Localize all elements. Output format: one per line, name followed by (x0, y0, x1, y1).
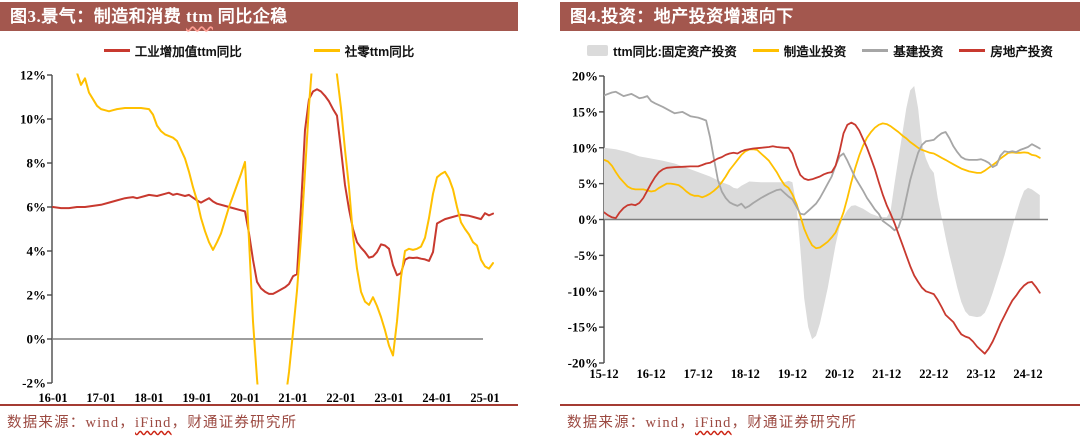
y-tick-label: 8% (27, 156, 47, 171)
chart3-legend: 工业增加值ttm同比 社零ttm同比 (0, 39, 518, 61)
line-series-group (52, 73, 494, 385)
y-tick-label: 20% (572, 69, 598, 84)
chart4-source-line: 数据来源：wind，iFind，财通证券研究所 (567, 412, 1080, 434)
chart4-legend: ttm同比:固定资产投资 制造业投资 基建投资 房地产投资 (560, 39, 1080, 61)
y-tick-label: -5% (574, 248, 598, 263)
divider-rule (560, 404, 1080, 406)
chart3-source-line: 数据来源：wind，iFind，财通证券研究所 (7, 412, 518, 434)
source-text-tail: ，财通证券研究所 (171, 415, 298, 431)
legend-label: 基建投资 (893, 44, 944, 59)
y-tick-label: 0% (579, 212, 599, 227)
x-tick-label: 19-12 (778, 367, 807, 381)
y-tick-label: 10% (572, 140, 598, 155)
chart3-title-spellcheck-word: ttm (186, 7, 213, 26)
x-tick-label: 18-01 (134, 391, 163, 405)
infrastructure-investment-swatch (862, 48, 889, 52)
legend-item-real-estate-investment: 房地产投资 (959, 41, 1053, 60)
real-estate-investment (604, 121, 1041, 355)
x-tick-label: 21-12 (872, 367, 901, 381)
x-tick-label: 25-01 (470, 391, 499, 405)
y-tick-label: 10% (20, 112, 46, 127)
y-tick-label: 6% (27, 200, 47, 215)
source-text: 数据来源：wind， (567, 415, 695, 431)
axis-tick-labels: 20% 15% 10% 5% 0% -5% -10% -15% -20%15-12 16-12 17… (568, 69, 1043, 382)
legend-item-manufacturing-investment: 制造业投资 (752, 41, 847, 60)
legend-item-fixed-asset-investment-ttm-yoy-area: ttm同比:固定资产投资 (587, 41, 737, 60)
x-tick-label: 23-01 (374, 391, 403, 405)
fixed-asset-investment-ttm-yoy-area-swatch (587, 44, 609, 56)
legend-label: 社零ttm同比 (344, 44, 415, 59)
x-tick-label: 16-01 (38, 391, 67, 405)
chart3-plot: 12% 10% 8% 6% 4% 2% 0% -2%16-01 17-01 18-01 19-01 2… (20, 68, 500, 406)
chart4-plot: 20% 15% 10% 5% 0% -5% -10% -15% -20%15-12 16-12 17… (568, 69, 1048, 382)
y-tick-label: 4% (27, 244, 47, 259)
retail-sales-ttm-yoy (76, 73, 494, 385)
panel-chart3: 图3.景气：制造和消费 ttm 同比企稳 工业增加值ttm同比 社零ttm同比 1… (0, 0, 518, 443)
legend-label: 制造业投资 (783, 44, 847, 59)
x-tick-label: 17-01 (86, 391, 115, 405)
x-tick-label: 18-12 (731, 367, 760, 381)
real-estate-investment-swatch (959, 48, 986, 52)
x-tick-label: 22-01 (326, 391, 355, 405)
x-tick-label: 16-12 (637, 367, 666, 381)
y-tick-label: 5% (579, 176, 599, 191)
fixed-asset-investment-ttm-yoy-area (604, 86, 1040, 340)
y-tick-label: -15% (568, 320, 598, 335)
x-tick-label: 17-12 (684, 367, 713, 381)
industrial-value-added-ttm-yoy (52, 88, 494, 295)
legend-label: 房地产投资 (990, 44, 1053, 59)
manufacturing-investment (604, 122, 1041, 250)
legend-label: ttm同比:固定资产投资 (613, 44, 737, 59)
y-tick-label: 15% (572, 104, 598, 119)
x-tick-label: 22-12 (919, 367, 948, 381)
x-tick-label: 23-12 (966, 367, 995, 381)
y-tick-label: 0% (27, 332, 47, 347)
y-axis (599, 75, 605, 364)
manufacturing-investment-swatch (752, 48, 779, 52)
chart3-title-bar: 图3.景气：制造和消费 ttm 同比企稳 (0, 2, 518, 31)
chart4-title-bar: 图4.投资：地产投资增速向下 (560, 2, 1080, 31)
y-tick-label: -20% (568, 356, 598, 371)
x-tick-label: 24-01 (422, 391, 451, 405)
x-tick-label: 20-01 (230, 391, 259, 405)
chart3-title-text-tail: 同比企稳 (212, 7, 288, 26)
y-tick-label: 2% (27, 288, 47, 303)
chart4-title-text: 图4.投资：地产投资增速向下 (570, 7, 794, 26)
x-tick-label: 15-12 (589, 367, 618, 381)
x-tick-label: 19-01 (182, 391, 211, 405)
y-axis (47, 74, 53, 384)
x-tick-label: 20-12 (825, 367, 854, 381)
y-tick-label: -2% (22, 376, 46, 391)
source-text: 数据来源：wind， (7, 415, 135, 431)
legend-label: 工业增加值ttm同比 (134, 44, 242, 59)
y-tick-label: 12% (20, 68, 46, 83)
chart3-title-text: 图3.景气：制造和消费 (10, 7, 186, 26)
legend-item-infrastructure-investment: 基建投资 (862, 41, 943, 60)
line-series-group (604, 90, 1041, 355)
x-tick-label: 21-01 (278, 391, 307, 405)
area-series-group (604, 86, 1040, 340)
panel-chart4: 图4.投资：地产投资增速向下 ttm同比:固定资产投资 制造业投资 基建投资 房地产投… (560, 0, 1080, 443)
source-spellcheck-word: iFind (695, 415, 732, 431)
divider-rule (0, 404, 518, 406)
y-tick-label: -10% (568, 284, 598, 299)
legend-item-retail-sales-ttm-yoy: 社零ttm同比 (313, 41, 415, 60)
industrial-value-added-ttm-yoy-swatch (103, 48, 130, 52)
legend-item-industrial-value-added-ttm-yoy: 工业增加值ttm同比 (103, 41, 242, 60)
source-spellcheck-word: iFind (135, 415, 172, 431)
source-text-tail: ，财通证券研究所 (731, 415, 858, 431)
axis-tick-labels: 12% 10% 8% 6% 4% 2% 0% -2%16-01 17-01 18-01 19-01 2… (20, 68, 500, 406)
x-tick-label: 24-12 (1013, 367, 1042, 381)
infrastructure-investment (604, 90, 1041, 232)
retail-sales-ttm-yoy-swatch (313, 48, 340, 52)
